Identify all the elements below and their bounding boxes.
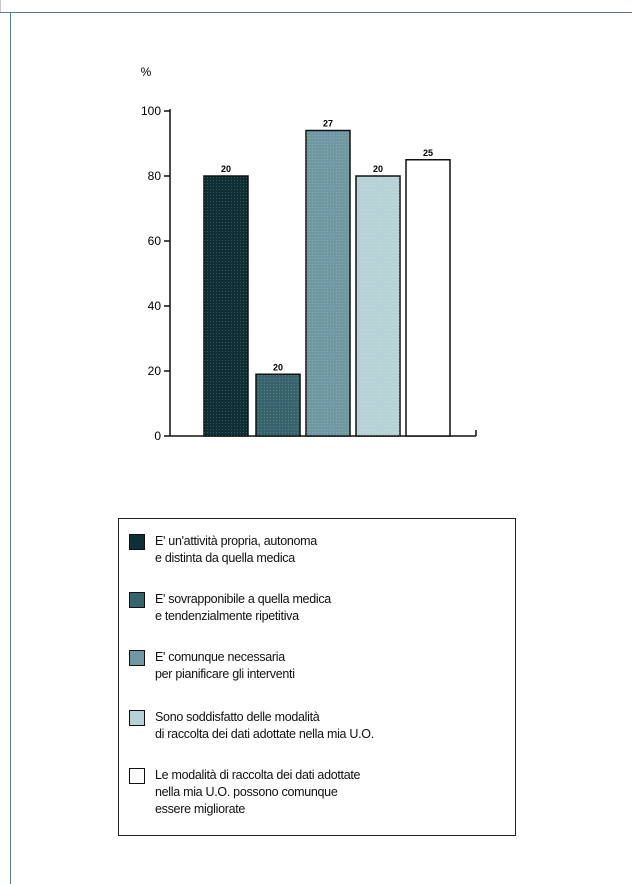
legend-label-line: e tendenzialmente ripetitiva [155,609,299,623]
frame-corner-tick [0,0,1,12]
legend-label-line: di raccolta dei dati adottate nella mia … [155,727,374,741]
y-axis-label: % [141,65,152,79]
bars-group: 20 20 27 20 25 [203,119,451,437]
legend-label: Le modalità di raccolta dei dati adottat… [155,767,361,818]
legend-label-line: nella mia U.O. possono comunque [155,785,338,799]
bar-texture [256,374,300,436]
legend-label-line: E' comunque necessaria [155,650,285,664]
bar-data-label: 25 [423,148,433,158]
legend-swatch [129,768,145,784]
legend-item: E' comunque necessaria per pianificare gl… [129,649,295,683]
legend-label-line: E' un'attività propria, autonoma [155,534,317,548]
frame-left-border [10,12,11,884]
legend-label-line: essere migliorate [155,802,246,816]
legend-item: E' sovrapponibile a quella medica e tende… [129,591,331,625]
legend-swatch [129,534,145,550]
legend-label-line: e distinta da quella medica [155,551,295,565]
legend-swatch [129,592,145,608]
y-tick-label: 60 [148,234,162,248]
legend-swatch [129,710,145,726]
legend-label: E' sovrapponibile a quella medica e tende… [155,591,331,625]
y-tick-label: 40 [148,299,162,313]
legend-label: Sono soddisfatto delle modalità di raccol… [155,709,374,743]
legend: E' un'attività propria, autonoma e distin… [118,518,516,836]
bar-data-label: 20 [221,164,231,174]
legend-label: E' un'attività propria, autonoma e distin… [155,533,317,567]
frame-top-border [0,12,632,13]
bar-data-label: 20 [373,164,383,174]
legend-swatch [129,650,145,666]
y-tick-label: 20 [148,364,162,378]
bar [405,159,451,437]
y-tick-label: 100 [141,104,161,118]
bar-data-label: 20 [273,362,283,372]
bar-texture [306,130,350,436]
legend-label-line: Le modalità di raccolta dei dati adottat… [155,768,361,782]
legend-item: Sono soddisfatto delle modalità di raccol… [129,709,374,743]
legend-item: Le modalità di raccolta dei dati adottat… [129,767,361,818]
legend-label-line: per pianificare gli interventi [155,667,295,681]
legend-item: E' un'attività propria, autonoma e distin… [129,533,317,567]
legend-label-line: Sono soddisfatto delle modalità [155,710,320,724]
legend-label: E' comunque necessaria per pianificare gl… [155,649,295,683]
y-tick-label: 80 [148,169,162,183]
y-tick-label: 0 [154,429,161,443]
legend-label-line: E' sovrapponibile a quella medica [155,592,331,606]
bar-data-label: 27 [323,119,333,129]
bar-texture [356,176,400,436]
bar-chart: % 0 20 40 60 80 100 20 20 27 20 25 [141,65,477,443]
bar-texture [204,176,248,436]
